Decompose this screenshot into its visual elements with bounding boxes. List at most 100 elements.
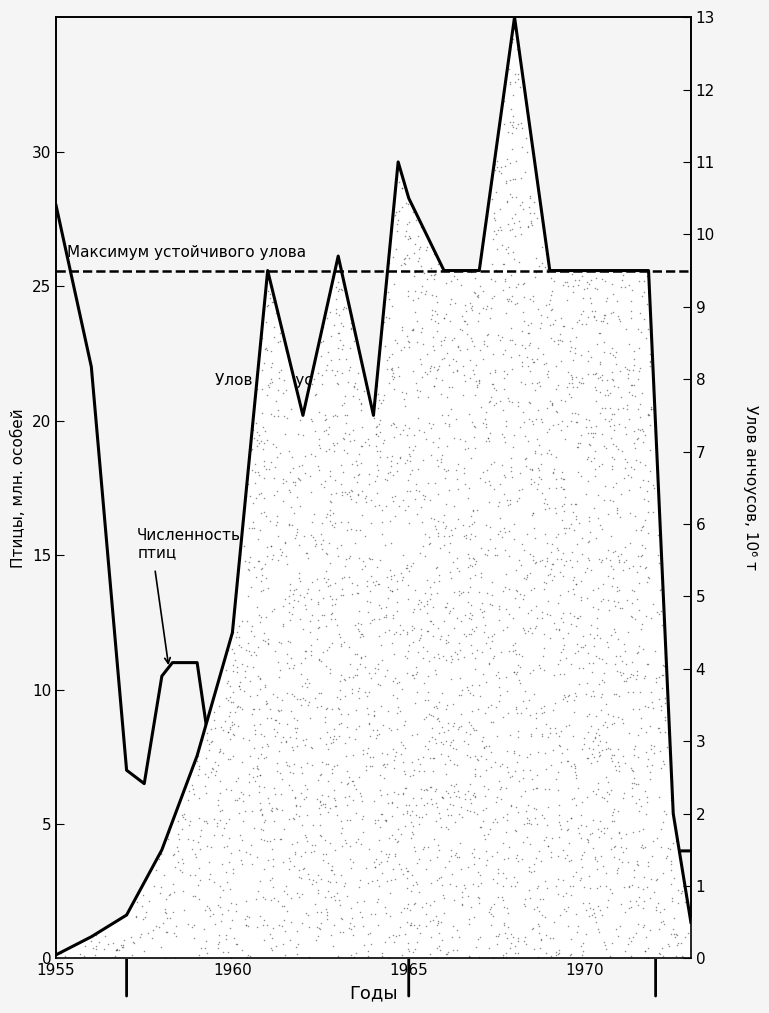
Point xyxy=(612,741,624,757)
Point xyxy=(543,480,555,496)
Point xyxy=(273,371,285,387)
Point xyxy=(431,940,443,956)
Point xyxy=(325,635,338,651)
Point xyxy=(468,762,481,778)
Point xyxy=(255,822,267,838)
Point xyxy=(424,492,436,509)
Point xyxy=(550,621,562,637)
Point xyxy=(187,888,199,905)
Point xyxy=(161,924,173,940)
Point xyxy=(211,814,223,831)
Point xyxy=(527,288,539,304)
Point xyxy=(490,395,502,411)
Point xyxy=(458,460,471,476)
Point xyxy=(581,591,593,607)
Point xyxy=(623,482,635,498)
Point xyxy=(340,835,352,851)
Point xyxy=(295,667,307,683)
Point xyxy=(659,650,671,667)
Point xyxy=(294,472,306,488)
Point xyxy=(615,667,628,683)
Point xyxy=(568,285,580,301)
Point xyxy=(613,552,625,568)
Point xyxy=(451,610,463,626)
Point xyxy=(596,372,608,388)
Point xyxy=(593,745,605,761)
Point xyxy=(624,535,637,551)
Point xyxy=(407,604,419,620)
Point xyxy=(581,418,593,435)
Point xyxy=(459,607,471,623)
Point xyxy=(554,737,566,754)
Point xyxy=(352,550,365,566)
Point xyxy=(487,346,499,363)
Point xyxy=(277,492,289,509)
Point xyxy=(471,288,483,304)
Point xyxy=(406,555,418,571)
Point xyxy=(261,852,274,868)
Point xyxy=(261,539,273,555)
Point xyxy=(434,540,446,556)
Point xyxy=(481,209,493,225)
Point xyxy=(611,379,624,395)
Point xyxy=(403,228,415,244)
Point xyxy=(243,561,255,577)
Point xyxy=(626,377,638,393)
Point xyxy=(328,597,341,613)
Point xyxy=(267,879,279,895)
Point xyxy=(478,778,490,794)
Point xyxy=(466,333,478,349)
Point xyxy=(298,528,310,544)
Point xyxy=(589,849,601,865)
Point xyxy=(647,746,660,762)
Point xyxy=(417,749,429,765)
Point xyxy=(383,255,395,271)
Point xyxy=(381,285,394,301)
Point xyxy=(58,948,71,964)
Point xyxy=(336,838,348,854)
Point xyxy=(480,675,492,691)
Point xyxy=(209,754,221,770)
Point xyxy=(600,655,612,672)
Point xyxy=(549,403,561,419)
Point xyxy=(309,932,321,948)
Point xyxy=(583,706,595,722)
Point xyxy=(665,876,677,892)
Point xyxy=(558,495,570,512)
Point xyxy=(601,315,613,331)
Point xyxy=(386,346,398,363)
Point xyxy=(562,821,574,837)
Point xyxy=(620,552,632,568)
Point xyxy=(272,528,285,544)
Point xyxy=(615,546,628,562)
Point xyxy=(521,809,534,826)
Point xyxy=(641,794,653,810)
Point xyxy=(522,219,534,235)
Point xyxy=(433,567,445,583)
Point xyxy=(577,290,589,306)
Point xyxy=(261,917,273,933)
Point xyxy=(403,515,415,531)
Point xyxy=(437,790,449,806)
Point xyxy=(320,410,332,426)
Point xyxy=(378,537,391,553)
Point xyxy=(589,468,601,484)
Point xyxy=(407,826,419,842)
Point xyxy=(381,449,393,465)
Point xyxy=(481,433,493,449)
Point xyxy=(601,892,614,909)
Point xyxy=(439,632,451,648)
Point xyxy=(575,870,588,886)
Point xyxy=(461,527,473,543)
Point xyxy=(402,289,414,305)
Point xyxy=(338,877,351,893)
Point xyxy=(561,693,573,709)
Point xyxy=(604,385,617,401)
Point xyxy=(443,482,455,498)
Point xyxy=(615,279,628,295)
Point xyxy=(438,890,450,907)
Point xyxy=(414,757,427,773)
Point xyxy=(564,342,577,359)
Point xyxy=(116,937,128,953)
Point xyxy=(601,290,613,306)
